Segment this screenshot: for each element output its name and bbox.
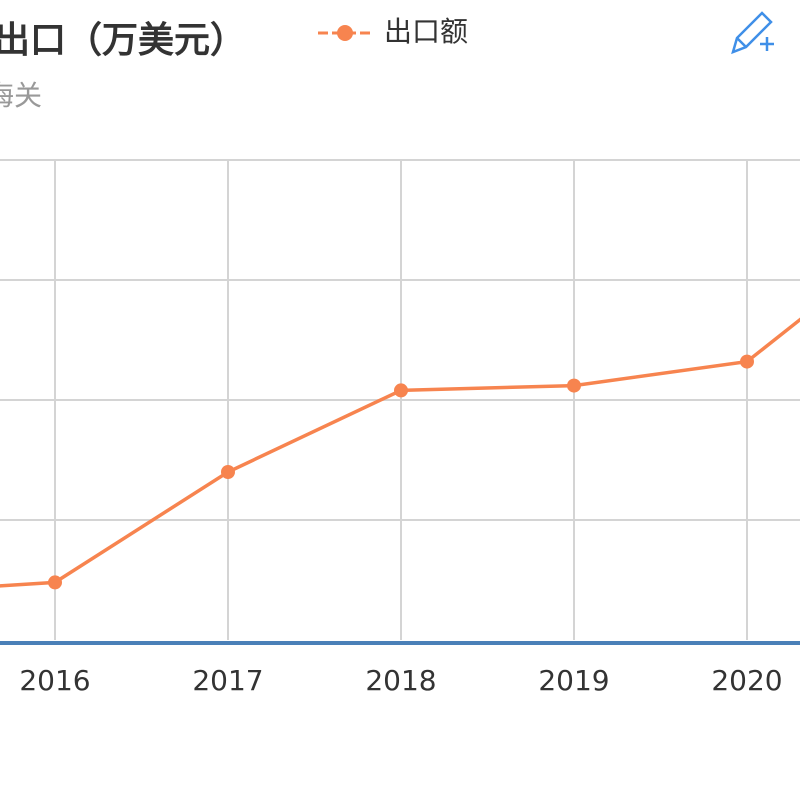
x-tick-label: 2019 [538, 664, 609, 697]
legend-label: 出口额 [384, 15, 468, 48]
data-point [394, 383, 408, 398]
x-tick-label: 2017 [192, 664, 263, 697]
plus [760, 37, 774, 51]
data-point [221, 465, 235, 479]
plot-area: 2016 2017 2018 2019 2020 [0, 159, 800, 697]
pencil [731, 11, 773, 55]
legend[interactable]: 出口额 [318, 15, 468, 48]
edit-icon[interactable] [731, 11, 774, 55]
x-tick-label: 2016 [19, 664, 90, 697]
data-point [567, 378, 581, 393]
x-tick-label: 2020 [711, 664, 782, 697]
chart-subtitle: 海关 [0, 79, 42, 112]
data-point [48, 575, 62, 590]
data-point [740, 354, 754, 369]
x-tick-label: 2018 [365, 664, 436, 697]
legend-marker [337, 25, 353, 41]
chart-title: 出口（万美元） [0, 20, 246, 61]
